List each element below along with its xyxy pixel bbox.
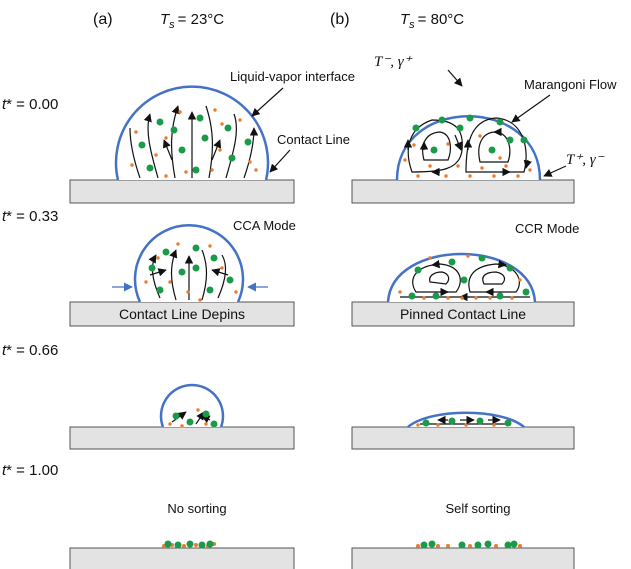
annotation: CCR Mode <box>515 221 579 236</box>
annotation: No sorting <box>167 501 226 516</box>
temperature: Ts= 23°C <box>160 11 224 31</box>
annotation: CCA Mode <box>233 218 296 233</box>
droplet-a1 <box>112 225 268 302</box>
droplet-a0 <box>116 87 268 180</box>
temperature: Ts= 80°C <box>400 11 464 31</box>
deposit-a <box>162 541 216 549</box>
annotation: Contact Line Depins <box>119 306 245 322</box>
droplet-b2 <box>408 413 524 427</box>
annotation: Liquid-vapor interface <box>230 69 355 84</box>
time-label: t* = 0.33 <box>2 208 58 225</box>
droplet-b0 <box>397 115 540 181</box>
time-label: t* = 1.00 <box>2 462 58 479</box>
figure: (a) Ts= 23°C (b) Ts= 80°C t* = 0.00 t* =… <box>0 0 631 569</box>
droplet-b1 <box>388 254 535 302</box>
time-label: t* = 0.66 <box>2 342 58 359</box>
annotation: Self sorting <box>445 501 510 516</box>
annotation: T⁻, γ⁺ <box>374 54 413 70</box>
droplet-a2 <box>161 385 223 428</box>
time-label: t* = 0.00 <box>2 96 58 113</box>
annotation: Marangoni Flow <box>524 77 617 92</box>
annotation: Pinned Contact Line <box>400 306 526 322</box>
panel-label: (a) <box>93 11 113 28</box>
panel-label: (b) <box>330 11 350 28</box>
annotation: T⁺, γ⁻ <box>566 152 605 168</box>
deposit-b <box>416 541 522 549</box>
annotation: Contact Line <box>277 132 350 147</box>
